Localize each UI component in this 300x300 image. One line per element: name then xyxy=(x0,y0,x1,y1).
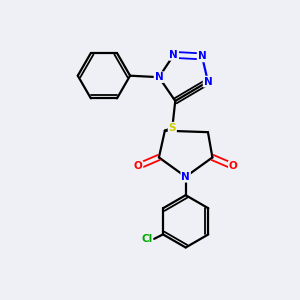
Text: N: N xyxy=(154,72,163,82)
Text: N: N xyxy=(169,50,178,60)
Text: N: N xyxy=(198,51,206,62)
Text: N: N xyxy=(181,172,190,182)
Text: O: O xyxy=(229,161,238,171)
Text: N: N xyxy=(204,76,212,87)
Text: Cl: Cl xyxy=(141,234,152,244)
Text: O: O xyxy=(134,161,142,171)
Text: S: S xyxy=(169,123,176,133)
